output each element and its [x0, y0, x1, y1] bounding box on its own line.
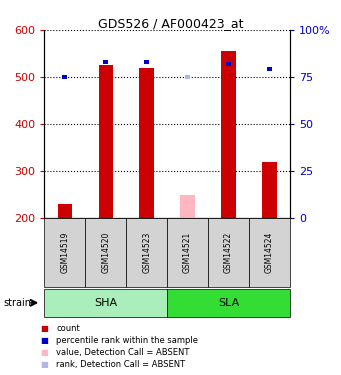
- Text: GDS526 / AF000423_at: GDS526 / AF000423_at: [98, 17, 243, 30]
- Text: ■: ■: [40, 336, 48, 345]
- Text: GSM14522: GSM14522: [224, 231, 233, 273]
- Bar: [62, 75, 68, 79]
- Text: ■: ■: [40, 360, 48, 369]
- Bar: [99, 64, 113, 218]
- Text: GSM14519: GSM14519: [60, 231, 69, 273]
- Text: GSM14520: GSM14520: [101, 231, 110, 273]
- Bar: [144, 60, 149, 64]
- Text: strain: strain: [3, 298, 31, 308]
- Text: GSM14521: GSM14521: [183, 231, 192, 273]
- Bar: [103, 60, 108, 64]
- Bar: [185, 75, 190, 79]
- Text: SLA: SLA: [218, 298, 239, 308]
- Text: ■: ■: [40, 324, 48, 333]
- Text: count: count: [56, 324, 80, 333]
- Text: SHA: SHA: [94, 298, 117, 308]
- Bar: [139, 68, 154, 218]
- Text: GSM14523: GSM14523: [142, 231, 151, 273]
- Text: value, Detection Call = ABSENT: value, Detection Call = ABSENT: [56, 348, 190, 357]
- Text: percentile rank within the sample: percentile rank within the sample: [56, 336, 198, 345]
- Bar: [58, 204, 72, 218]
- Text: rank, Detection Call = ABSENT: rank, Detection Call = ABSENT: [56, 360, 186, 369]
- Bar: [180, 195, 195, 217]
- Bar: [262, 162, 277, 218]
- Bar: [267, 67, 272, 72]
- Text: ■: ■: [40, 348, 48, 357]
- Bar: [221, 51, 236, 217]
- Text: GSM14524: GSM14524: [265, 231, 274, 273]
- Bar: [226, 62, 231, 66]
